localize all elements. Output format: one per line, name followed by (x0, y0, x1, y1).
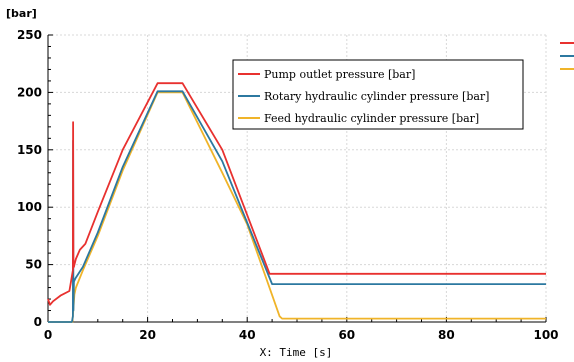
legend-entry-label: Feed hydraulic cylinder pressure [bar] (264, 112, 479, 125)
x-tick-label: 100 (533, 328, 558, 342)
x-tick-label: 60 (338, 328, 355, 342)
x-tick-label: 20 (139, 328, 156, 342)
axes (47, 34, 547, 323)
x-tick-label: 40 (239, 328, 256, 342)
y-tick-label: 200 (17, 85, 42, 99)
y-tick-label: 250 (17, 28, 42, 42)
tick-labels: 0 20 40 60 80 100 0 50 100 150 200 250 (17, 28, 559, 342)
legend-entry-label: Rotary hydraulic cylinder pressure [bar] (264, 90, 489, 103)
series-lines (47, 82, 546, 323)
legend-box (232, 59, 524, 130)
x-tick-label: 0 (44, 328, 52, 342)
y-tick-label: 0 (34, 315, 42, 329)
y-axis-unit-label: [bar] (6, 7, 37, 20)
y-tick-label: 150 (17, 143, 42, 157)
y-tick-label: 100 (17, 200, 42, 214)
series-line (47, 82, 546, 306)
legend: Pump outlet pressure [bar] Rotary hydraul… (232, 59, 524, 130)
legend-side-markers (560, 42, 574, 70)
x-tick-label: 80 (438, 328, 455, 342)
legend-entry-label: Pump outlet pressure [bar] (264, 68, 415, 81)
y-tick-label: 50 (25, 258, 42, 272)
x-axis-label: X: Time [s] (260, 346, 333, 359)
